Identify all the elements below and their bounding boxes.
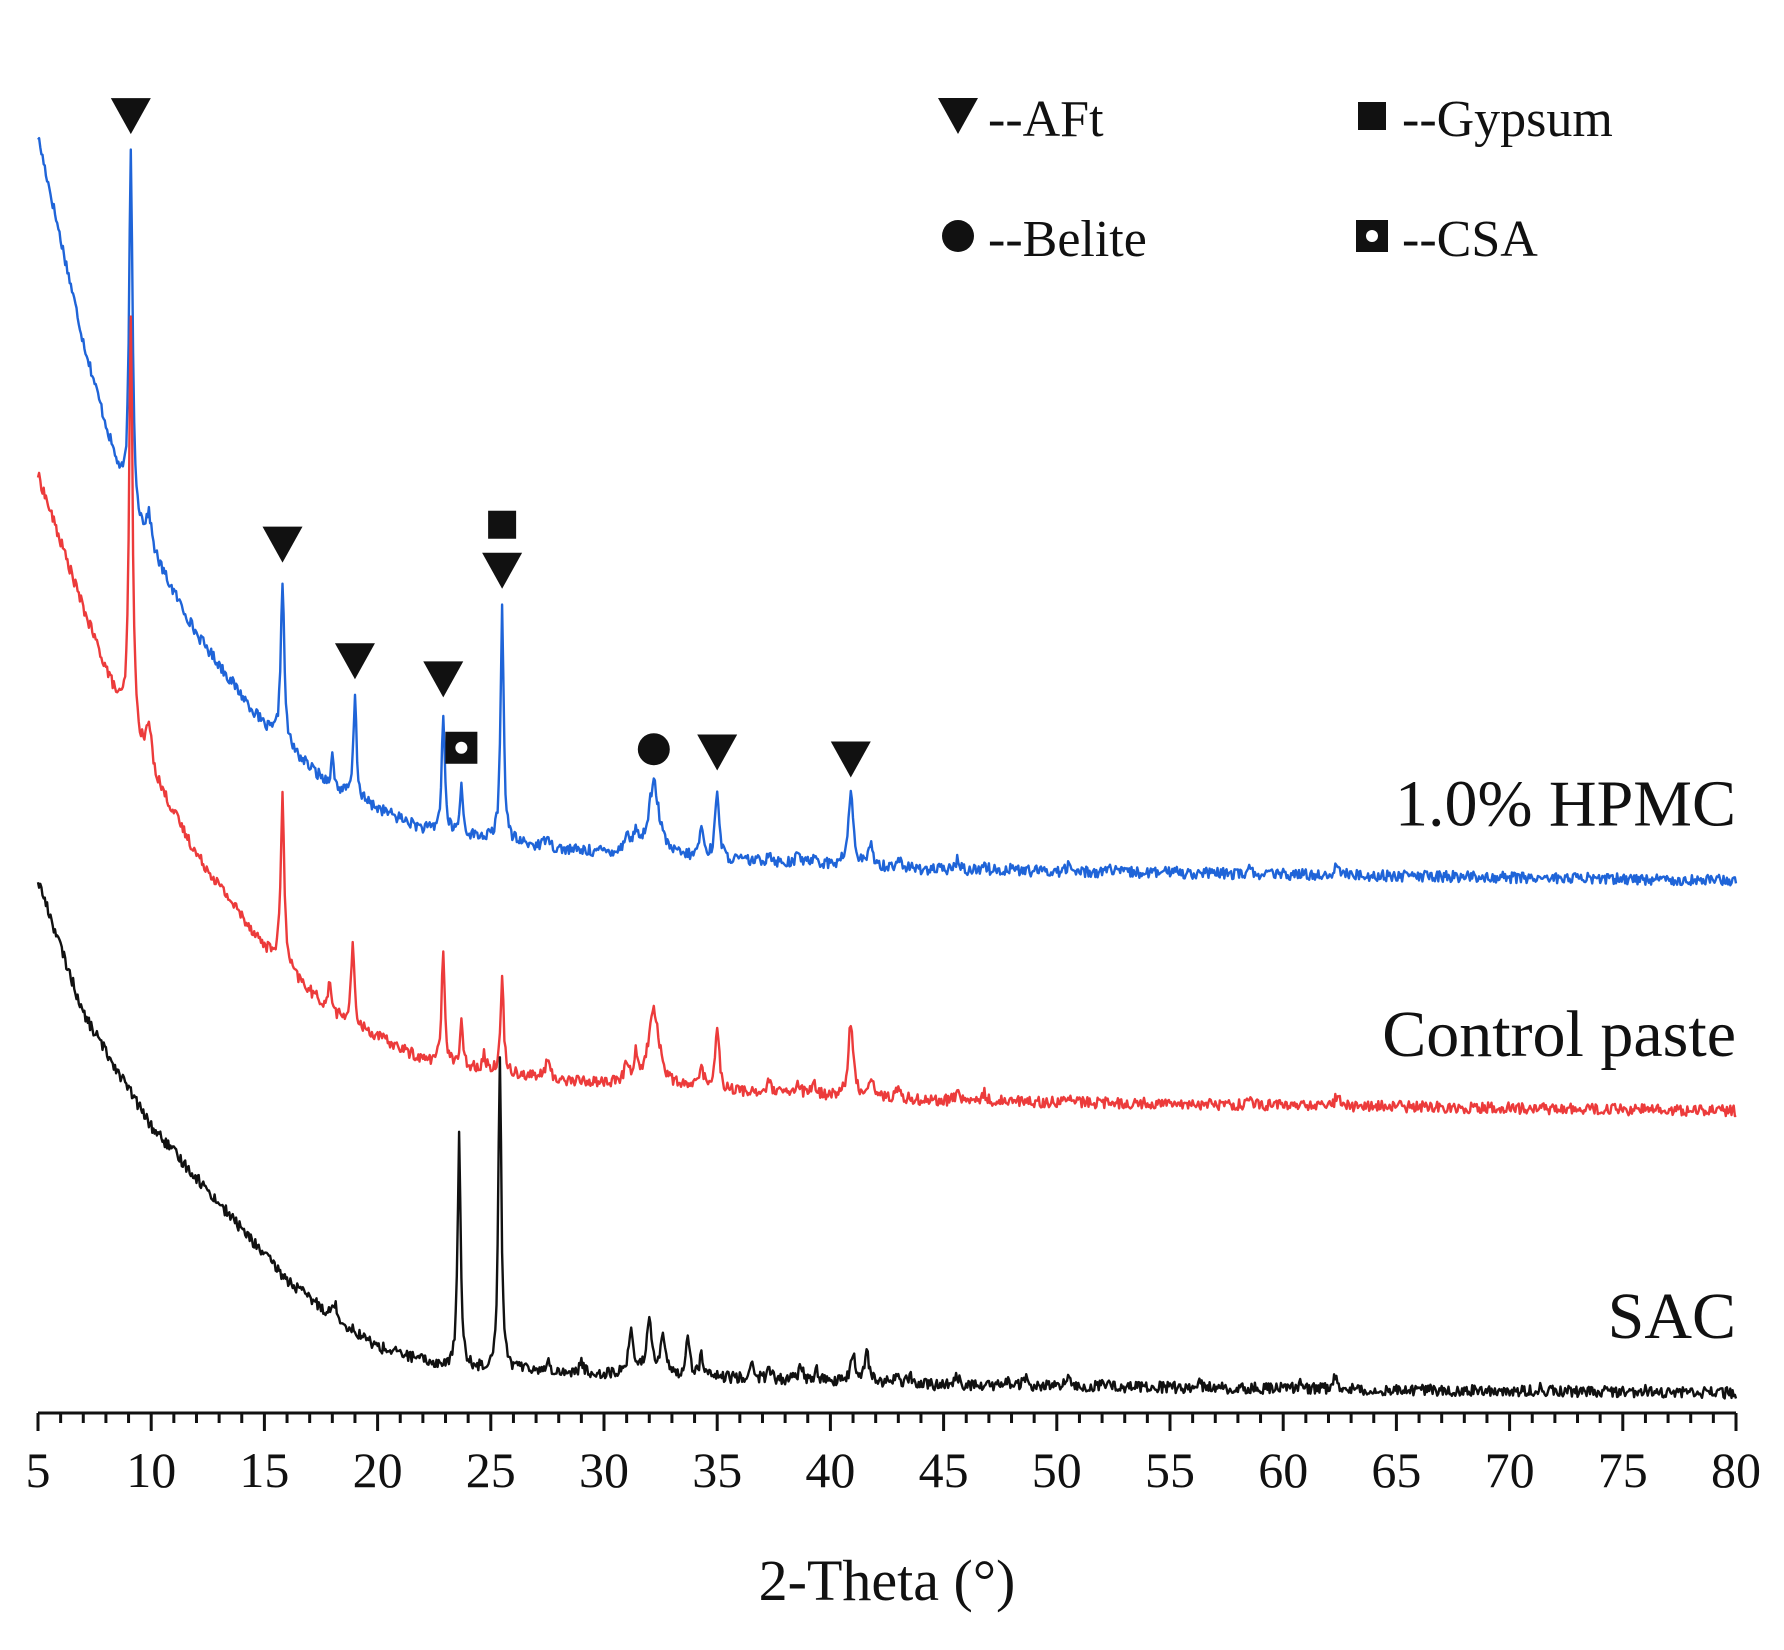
legend-triangle-down-icon xyxy=(938,98,978,134)
series-line-sac xyxy=(36,882,1738,1400)
legend-item: --Gypsum xyxy=(1358,91,1613,148)
marker-aft-triangle-down-icon xyxy=(262,526,303,563)
x-tick-label: 75 xyxy=(1598,1442,1648,1498)
x-tick-label: 35 xyxy=(692,1442,742,1498)
x-tick-label: 45 xyxy=(919,1442,969,1498)
x-tick-label: 40 xyxy=(805,1442,855,1498)
series-label: SAC xyxy=(1608,1280,1736,1353)
legend-label: --Gypsum xyxy=(1402,91,1613,148)
x-axis-title: 2-Theta (°) xyxy=(759,1548,1016,1613)
x-tick-label: 25 xyxy=(466,1442,516,1498)
marker-aft-triangle-down-icon xyxy=(334,643,375,680)
marker-aft-triangle-down-icon xyxy=(482,552,523,589)
marker-gypsum-square-icon xyxy=(488,510,517,539)
legend-item: --CSA xyxy=(1356,211,1538,268)
legend-label: --Belite xyxy=(988,211,1147,268)
phase-markers xyxy=(110,98,871,778)
x-tick-label: 5 xyxy=(26,1442,51,1498)
series-label: 1.0% HPMC xyxy=(1395,767,1736,840)
series-label: Control paste xyxy=(1382,998,1736,1071)
legend-item: --AFt xyxy=(938,91,1104,148)
marker-aft-triangle-down-icon xyxy=(110,98,151,135)
legend-square-icon xyxy=(1358,102,1386,130)
legend-circle-icon xyxy=(942,220,974,252)
series-line-control-paste xyxy=(36,315,1737,1118)
series-layer: 1.0% HPMC Control paste SAC xyxy=(36,137,1738,1400)
x-tick-label: 55 xyxy=(1145,1442,1195,1498)
marker-aft-triangle-down-icon xyxy=(423,661,464,698)
series-line-1-0-hpmc xyxy=(37,137,1738,887)
x-tick-label: 80 xyxy=(1711,1442,1761,1498)
legend-open-square-icon xyxy=(1356,220,1388,252)
legend-label: --AFt xyxy=(988,91,1104,148)
marker-csa-open-square-icon xyxy=(445,731,478,764)
x-tick-label: 15 xyxy=(239,1442,289,1498)
x-tick-label: 20 xyxy=(353,1442,403,1498)
legend: --AFt --Gypsum --Belite --CSA xyxy=(938,91,1613,268)
x-tick-label: 50 xyxy=(1032,1442,1082,1498)
x-tick-label: 70 xyxy=(1485,1442,1535,1498)
x-tick-label: 60 xyxy=(1258,1442,1308,1498)
x-axis: 5 10 15 20 25 30 35 40 45 50 55 60 65 70 75 80 xyxy=(26,1411,1761,1498)
legend-label: --CSA xyxy=(1402,211,1538,268)
x-tick-label: 10 xyxy=(126,1442,176,1498)
x-tick-label: 30 xyxy=(579,1442,629,1498)
legend-item: --Belite xyxy=(942,211,1147,268)
x-ticks: 5 10 15 20 25 30 35 40 45 50 55 60 65 70 75 80 xyxy=(26,1413,1761,1498)
marker-belite-circle-icon xyxy=(637,733,670,766)
marker-aft-triangle-down-icon xyxy=(830,741,871,778)
x-tick-label: 65 xyxy=(1371,1442,1421,1498)
marker-aft-triangle-down-icon xyxy=(697,734,738,771)
